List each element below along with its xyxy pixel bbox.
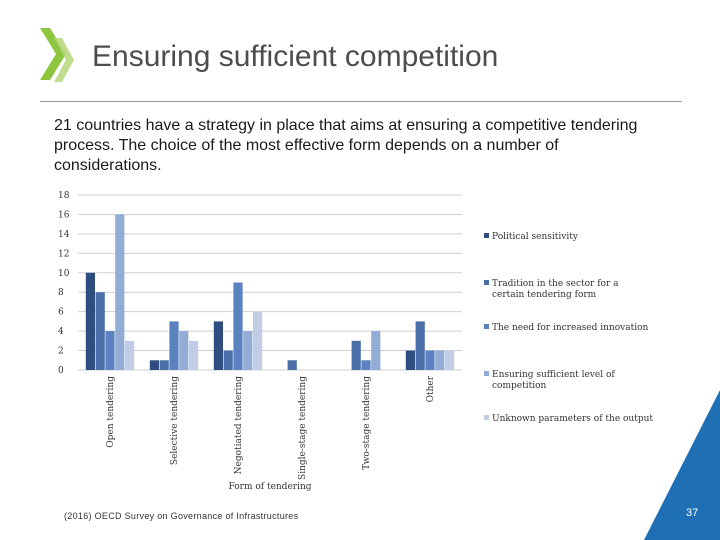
bar — [95, 292, 105, 370]
bar — [105, 331, 115, 370]
y-tick-label: 2 — [58, 347, 64, 357]
legend-swatch — [484, 280, 489, 285]
bar — [415, 321, 425, 370]
x-axis-title: Form of tendering — [228, 482, 311, 492]
bar — [445, 350, 455, 370]
x-tick-label: Open tendering — [106, 376, 116, 448]
bar — [159, 360, 169, 370]
bar — [243, 331, 253, 370]
bar — [149, 360, 159, 370]
page-number: 37 — [686, 507, 699, 519]
oecd-logo — [40, 28, 74, 82]
y-tick-label: 16 — [58, 210, 70, 220]
bar — [213, 321, 223, 370]
title-divider — [40, 101, 682, 102]
bar — [253, 311, 263, 370]
x-tick-label: Other — [426, 375, 436, 402]
bar — [179, 331, 189, 370]
y-tick-label: 14 — [58, 230, 70, 240]
x-tick-label: Selective tendering — [170, 376, 180, 465]
bar — [351, 340, 361, 370]
y-tick-label: 4 — [58, 327, 64, 337]
bar — [435, 350, 445, 370]
x-tick-label: Single-stage tendering — [298, 376, 308, 480]
legend-swatch — [484, 324, 489, 329]
subtitle: 21 countries have a strategy in place th… — [54, 117, 638, 174]
page-title: Ensuring sufficient competition — [92, 40, 499, 73]
x-tick-label: Two-stage tendering — [362, 376, 372, 470]
bar — [125, 340, 135, 370]
legend-label: Ensuring sufficient level of competition — [492, 370, 615, 391]
bar — [169, 321, 179, 370]
legend-swatch — [484, 415, 489, 420]
y-tick-label: 8 — [58, 288, 64, 298]
bar — [425, 350, 435, 370]
y-tick-label: 18 — [58, 191, 70, 201]
y-tick-label: 0 — [58, 366, 64, 376]
legend-swatch — [484, 233, 489, 238]
bar — [361, 360, 371, 370]
legend-label: Tradition in the sector for a certain ten… — [492, 279, 619, 300]
legend-swatch — [484, 371, 489, 376]
y-tick-label: 12 — [58, 249, 69, 259]
legend-label: Unknown parameters of the output — [492, 414, 653, 424]
legend-label: Political sensitivity — [492, 232, 579, 242]
bar — [287, 360, 297, 370]
x-tick-label: Negotiated tendering — [234, 376, 244, 475]
bar — [189, 340, 199, 370]
bar — [223, 350, 233, 370]
source-note: (2016) OECD Survey on Governance of Infr… — [64, 511, 299, 521]
bar — [115, 214, 125, 370]
y-tick-label: 6 — [58, 308, 64, 318]
bar — [85, 272, 95, 370]
bar — [371, 331, 381, 370]
bar — [233, 282, 243, 370]
legend-label: The need for increased innovation — [492, 323, 648, 333]
y-tick-label: 10 — [58, 269, 70, 279]
corner-decoration — [644, 390, 720, 540]
bar — [405, 350, 415, 370]
